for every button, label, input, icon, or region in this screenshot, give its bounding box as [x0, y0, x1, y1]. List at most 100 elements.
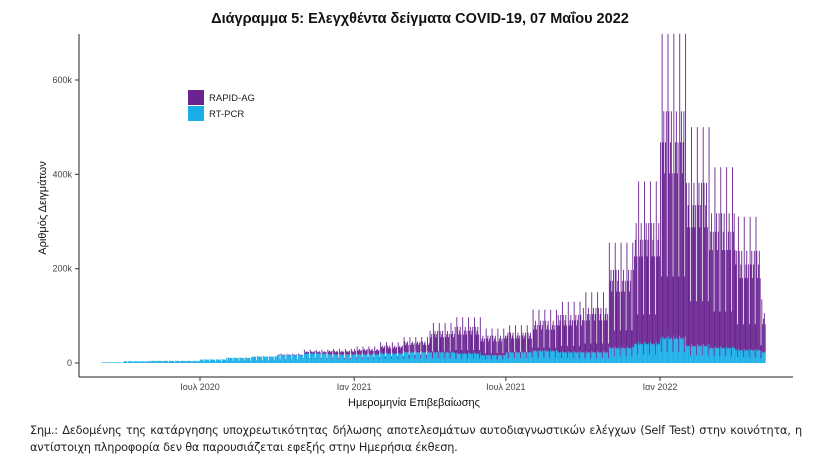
bar-rapid-ag [727, 250, 728, 349]
bar-rapid-ag [461, 350, 463, 359]
bar-rt-pcr [111, 362, 113, 363]
bar-rapid-ag [571, 325, 573, 353]
bar-rt-pcr [304, 354, 306, 363]
bar-rapid-ag [569, 320, 571, 353]
bar-rt-pcr [298, 355, 300, 363]
bar-rt-pcr [566, 358, 568, 363]
bar-rapid-ag [673, 33, 675, 336]
bar-rapid-ag [458, 330, 460, 354]
bar-rt-pcr [359, 354, 361, 363]
bar-rapid-ag [544, 309, 546, 350]
bar-rt-pcr [178, 360, 180, 363]
bar-rt-pcr [392, 354, 394, 363]
bar-rapid-ag [531, 347, 533, 358]
bar-rapid-ag [528, 338, 530, 353]
y-tick-label: 400k [52, 169, 72, 179]
bar-rt-pcr [477, 353, 479, 363]
bar-rapid-ag [668, 111, 670, 338]
bar-rt-pcr [509, 351, 511, 363]
bar-rapid-ag [469, 326, 471, 354]
bar-rt-pcr [572, 352, 573, 363]
bar-rt-pcr [286, 354, 288, 363]
bar-rt-pcr [393, 353, 395, 363]
bar-rt-pcr [210, 359, 212, 363]
bar-rt-pcr [220, 359, 222, 363]
bar-rt-pcr [127, 362, 129, 363]
bar-rt-pcr [699, 346, 701, 363]
bar-rt-pcr [508, 358, 510, 363]
bar-rt-pcr [681, 339, 683, 363]
bar-rapid-ag [732, 167, 733, 347]
bar-rt-pcr [199, 360, 201, 363]
bar-rt-pcr [690, 355, 692, 363]
bar-rapid-ag [735, 264, 737, 351]
bar-rt-pcr [499, 355, 501, 363]
bar-rt-pcr [336, 354, 338, 363]
bar-rt-pcr [677, 338, 679, 363]
bar-rt-pcr [493, 355, 495, 363]
bar-rt-pcr [594, 352, 596, 363]
bar-rt-pcr [427, 352, 429, 363]
bar-rapid-ag [389, 345, 391, 354]
bar-rapid-ag [504, 338, 506, 356]
bar-rt-pcr [714, 346, 716, 363]
bar-rapid-ag [463, 334, 464, 355]
bar-rt-pcr [739, 350, 741, 363]
bar-rapid-ag [683, 111, 685, 338]
bar-rt-pcr [486, 355, 488, 363]
bar-rt-pcr [551, 351, 552, 363]
bar-rt-pcr [674, 339, 676, 363]
bar-rapid-ag [552, 320, 554, 351]
bar-rapid-ag [400, 348, 402, 355]
bar-rt-pcr [442, 352, 444, 363]
bar-rapid-ag [582, 307, 584, 353]
bar-rapid-ag [334, 350, 335, 355]
bar-rt-pcr [285, 359, 287, 363]
bar-rt-pcr [504, 355, 506, 363]
bar-rt-pcr [113, 362, 115, 363]
bar-rapid-ag [520, 351, 521, 359]
bar-rapid-ag [540, 320, 542, 351]
bar-rt-pcr [753, 349, 755, 363]
bar-rapid-ag [564, 320, 566, 353]
bar-rt-pcr [616, 348, 618, 363]
bar-rt-pcr [360, 354, 361, 363]
bar-rt-pcr [615, 347, 617, 363]
bar-rapid-ag [494, 335, 496, 356]
bar-rt-pcr [371, 354, 373, 363]
bar-rt-pcr [422, 352, 424, 363]
bar-rt-pcr [519, 352, 521, 363]
bar-rt-pcr [740, 350, 742, 363]
bar-rt-pcr [625, 356, 627, 363]
bar-rapid-ag [372, 350, 374, 355]
bar-rapid-ag [293, 354, 295, 356]
bar-rt-pcr [555, 357, 557, 363]
bar-rt-pcr [386, 352, 387, 363]
bar-rt-pcr [390, 354, 392, 363]
bar-rapid-ag [473, 317, 475, 353]
bar-rt-pcr [180, 360, 182, 363]
bar-rt-pcr [475, 354, 477, 363]
bar-rapid-ag [573, 301, 575, 352]
bar-rapid-ag [369, 348, 371, 355]
bar-rt-pcr [498, 355, 500, 363]
bar-rt-pcr [581, 352, 583, 363]
bar-rapid-ag [535, 320, 537, 351]
bar-rt-pcr [140, 361, 142, 363]
bar-rt-pcr [397, 352, 399, 363]
bar-rt-pcr [680, 338, 682, 363]
bar-rapid-ag [418, 343, 420, 353]
bar-rt-pcr [200, 359, 202, 363]
bar-rt-pcr [252, 356, 254, 363]
bar-rt-pcr [474, 353, 476, 363]
y-tick-label: 0 [67, 358, 72, 368]
bar-rapid-ag [453, 337, 454, 353]
bar-rt-pcr [721, 347, 723, 363]
bar-rt-pcr [680, 337, 682, 363]
bar-rapid-ag [493, 341, 495, 356]
bar-rt-pcr [657, 344, 659, 363]
bar-rt-pcr [647, 344, 649, 363]
x-tick-label: Ιαν 2022 [643, 382, 678, 392]
bar-rapid-ag [605, 307, 607, 353]
bar-rt-pcr [565, 352, 567, 363]
